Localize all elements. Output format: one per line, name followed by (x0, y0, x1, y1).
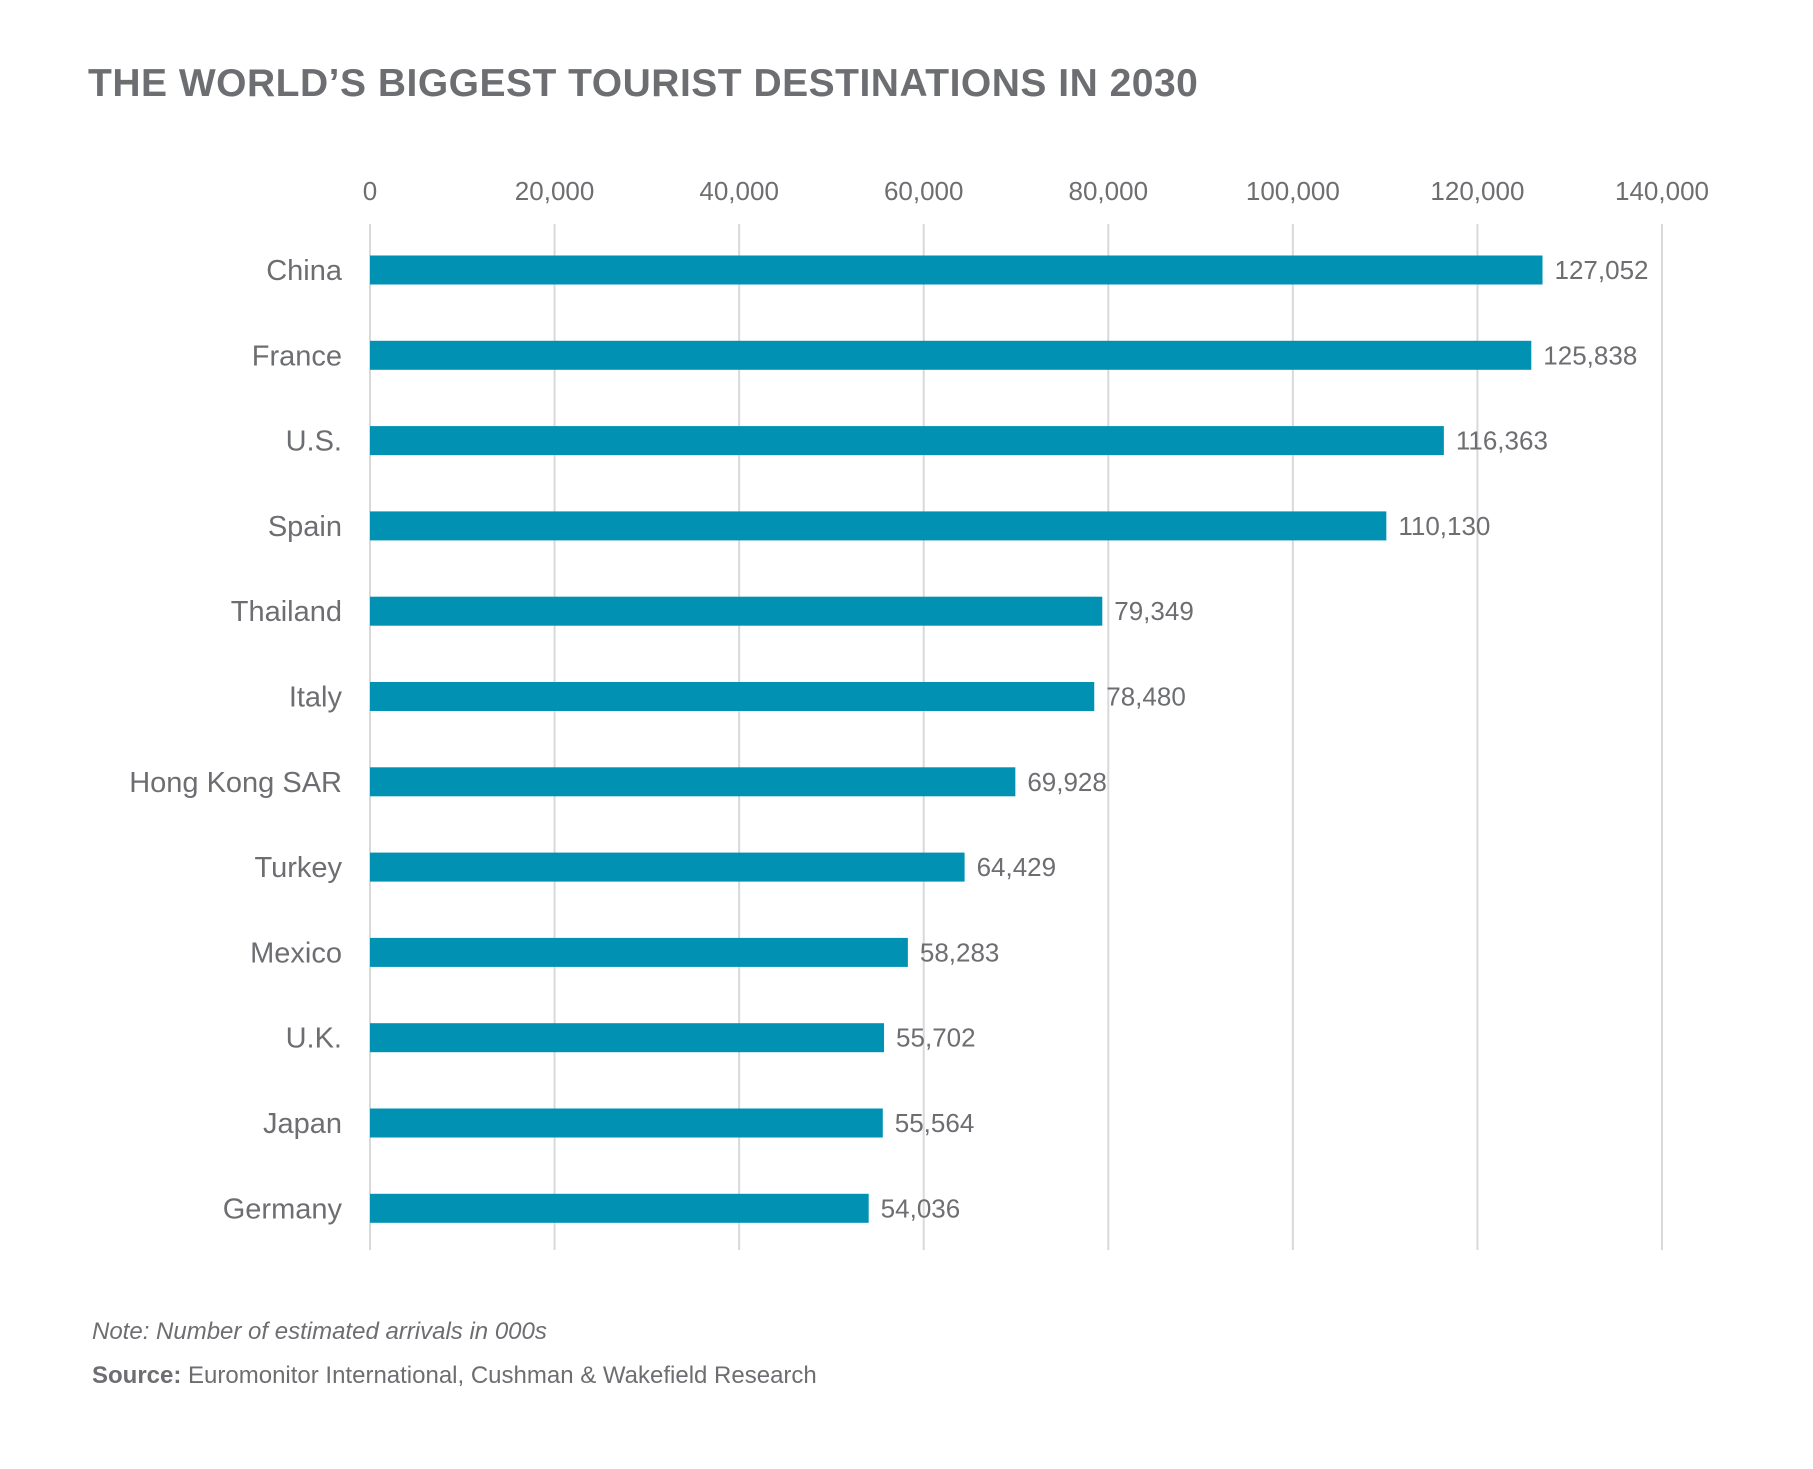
category-label: Spain (268, 511, 342, 543)
category-label: U.S. (286, 426, 342, 458)
x-tick-label: 20,000 (515, 176, 595, 206)
data-label: 55,702 (896, 1023, 976, 1053)
x-tick-label: 0 (363, 176, 377, 206)
bar (370, 852, 965, 882)
footnote: Note: Number of estimated arrivals in 00… (92, 1318, 547, 1345)
category-label: Turkey (254, 852, 342, 884)
category-label: Italy (289, 682, 343, 714)
category-label: Germany (223, 1193, 343, 1225)
bar (370, 1023, 885, 1053)
bar (370, 937, 908, 967)
data-label: 78,480 (1106, 682, 1186, 712)
bar (370, 255, 1543, 285)
x-tick-label: 40,000 (699, 176, 779, 206)
bars (370, 255, 1543, 1223)
x-tick-label: 140,000 (1615, 176, 1709, 206)
gridlines (369, 224, 1663, 1250)
bar (370, 1108, 883, 1138)
category-label: Hong Kong SAR (129, 767, 342, 799)
source-text: Euromonitor International, Cushman & Wak… (181, 1362, 817, 1389)
category-labels: China France U.S. Spain Thailand Italy Hong Ko… (129, 255, 343, 1225)
bar (370, 1193, 869, 1223)
category-label: Thailand (231, 596, 342, 628)
data-label: 125,838 (1543, 340, 1637, 370)
data-label: 54,036 (881, 1193, 961, 1223)
data-label: 55,564 (895, 1108, 975, 1138)
bar (370, 596, 1103, 626)
source-label: Source: (92, 1362, 182, 1389)
x-tick-label: 80,000 (1069, 176, 1149, 206)
x-tick-label: 100,000 (1246, 176, 1340, 206)
x-tick-label: 60,000 (884, 176, 964, 206)
data-label: 64,429 (977, 852, 1057, 882)
bar (370, 767, 1016, 797)
data-label: 116,363 (1456, 426, 1548, 456)
x-axis-ticks: 0 20,000 40,000 60,000 80,000 100,000 120,000 1… (363, 176, 1709, 206)
category-label: China (266, 255, 343, 287)
data-label: 69,928 (1027, 767, 1107, 797)
chart-title: THE WORLD’S BIGGEST TOURIST DESTINATIONS… (88, 62, 1199, 105)
data-label: 79,349 (1114, 596, 1194, 626)
category-label: France (252, 340, 342, 372)
data-label: 110,130 (1398, 511, 1490, 541)
category-label: Mexico (250, 937, 342, 969)
data-label: 58,283 (920, 937, 1000, 967)
x-tick-label: 120,000 (1430, 176, 1524, 206)
bar (370, 426, 1444, 456)
bar (370, 682, 1095, 711)
source-line: Source: Euromonitor International, Cushm… (92, 1362, 817, 1390)
bar (370, 511, 1387, 541)
category-label: Japan (263, 1108, 342, 1140)
bar (370, 340, 1532, 370)
category-label: U.K. (286, 1023, 342, 1055)
data-label: 127,052 (1555, 255, 1649, 285)
value-labels: 127,052 125,838 116,363 110,130 79,349 78,480… (881, 255, 1649, 1223)
